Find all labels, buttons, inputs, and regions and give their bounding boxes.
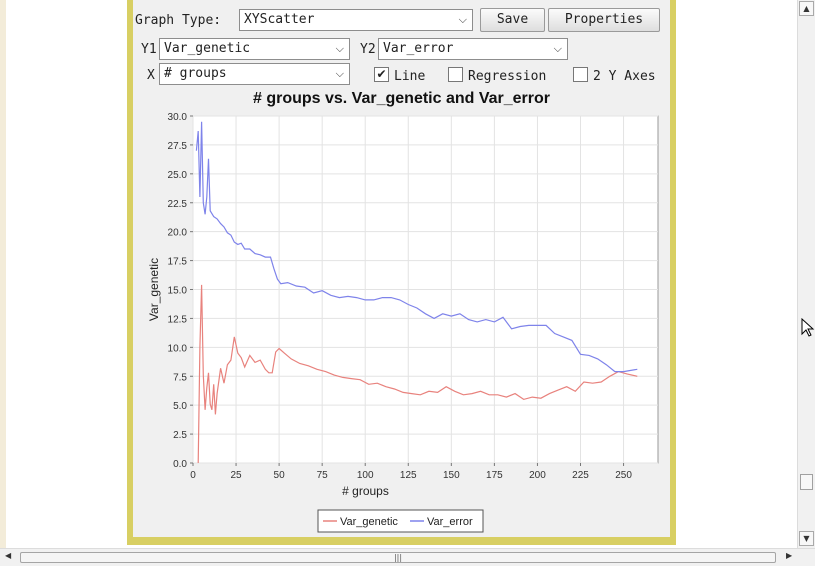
two-y-axes-checkbox[interactable]: 2 Y Axes <box>573 67 656 85</box>
regression-checkbox-label: Regression <box>468 69 547 84</box>
legend <box>317 509 484 533</box>
save-button[interactable]: Save <box>480 8 545 32</box>
y-tick-label: 20.0 <box>168 228 188 239</box>
y-tick-label: 17.5 <box>168 257 188 268</box>
scroll-left-icon[interactable]: ◀ <box>5 551 12 560</box>
y2-label: Y2 <box>360 42 376 57</box>
y-tick-label: 27.5 <box>168 141 188 152</box>
y2-value: Var_error <box>383 41 454 56</box>
x-tick-label: 200 <box>529 470 546 481</box>
x-tick-label: 125 <box>400 470 417 481</box>
scroll-down-icon[interactable]: ▼ <box>799 531 814 546</box>
x-tick-label: 0 <box>190 470 196 481</box>
y-tick-label: 10.0 <box>168 343 188 354</box>
x-tick-label: 225 <box>572 470 589 481</box>
x-tick-label: 50 <box>274 470 286 481</box>
checkbox-empty-icon <box>448 67 463 82</box>
x-axis-label: # groups <box>342 484 389 498</box>
graph-type-select[interactable]: XYScatter ⌵ <box>239 9 473 31</box>
y1-select[interactable]: Var_genetic ⌵ <box>159 38 350 60</box>
x-tick-label: 75 <box>317 470 329 481</box>
y-tick-label: 5.0 <box>173 401 187 412</box>
chevron-down-icon: ⌵ <box>335 42 344 55</box>
chart: 0.0 2.5 5.0 7.5 10.0 12.5 15.0 17.5 20.0 22.5 25.0… <box>147 112 659 533</box>
graph-type-label: Graph Type: <box>135 13 222 28</box>
checkmark-icon: ✔ <box>374 67 389 82</box>
properties-button[interactable]: Properties <box>548 8 660 32</box>
series-line-var-error <box>195 121 638 373</box>
x-tick-label: 25 <box>230 470 242 481</box>
y-axis-label: Var_genetic <box>147 258 161 321</box>
graph-type-value: XYScatter <box>244 12 315 27</box>
vertical-scrollbar[interactable]: ▲ ▼ <box>797 0 815 548</box>
x-tick-label: 150 <box>443 470 460 481</box>
chevron-down-icon: ⌵ <box>458 13 467 26</box>
y1-label: Y1 <box>141 42 157 57</box>
y2-select[interactable]: Var_error ⌵ <box>378 38 568 60</box>
y-tick-label: 30.0 <box>168 112 188 123</box>
y-tick-label: 22.5 <box>168 199 188 210</box>
y1-value: Var_genetic <box>164 41 251 56</box>
x-tick-label: 250 <box>615 470 632 481</box>
chevron-down-icon: ⌵ <box>335 67 344 80</box>
vertical-scroll-thumb[interactable] <box>800 474 813 490</box>
x-select[interactable]: # groups ⌵ <box>159 63 350 85</box>
y-tick-label: 15.0 <box>168 286 188 297</box>
legend-label: Var_genetic <box>340 516 398 528</box>
regression-checkbox[interactable]: Regression <box>448 67 547 85</box>
y-tick-label: 0.0 <box>173 459 187 470</box>
mouse-pointer-icon <box>801 318 815 337</box>
x-tick-label: 100 <box>357 470 374 481</box>
checkbox-empty-icon <box>573 67 588 82</box>
horizontal-scroll-thumb[interactable]: ||| <box>20 552 776 563</box>
y-tick-label: 7.5 <box>173 372 187 383</box>
y-tick-label: 12.5 <box>168 314 188 325</box>
y-tick-label: 2.5 <box>173 430 187 441</box>
line-checkbox[interactable]: ✔ Line <box>374 67 426 85</box>
x-value: # groups <box>164 66 227 81</box>
chevron-down-icon: ⌵ <box>553 42 562 55</box>
series-line-var-genetic <box>197 284 638 464</box>
scroll-right-icon[interactable]: ▶ <box>786 551 793 560</box>
legend-label: Var_error <box>427 516 473 528</box>
line-checkbox-label: Line <box>394 69 426 84</box>
x-tick-label: 175 <box>486 470 503 481</box>
x-label: X <box>147 68 155 83</box>
chart-title: # groups vs. Var_genetic and Var_error <box>252 90 551 107</box>
scroll-up-icon[interactable]: ▲ <box>799 1 814 16</box>
y-tick-label: 25.0 <box>168 170 188 181</box>
horizontal-scrollbar[interactable]: ◀ ||| ▶ <box>0 548 815 566</box>
left-margin <box>0 0 6 548</box>
two-y-axes-checkbox-label: 2 Y Axes <box>593 69 656 84</box>
